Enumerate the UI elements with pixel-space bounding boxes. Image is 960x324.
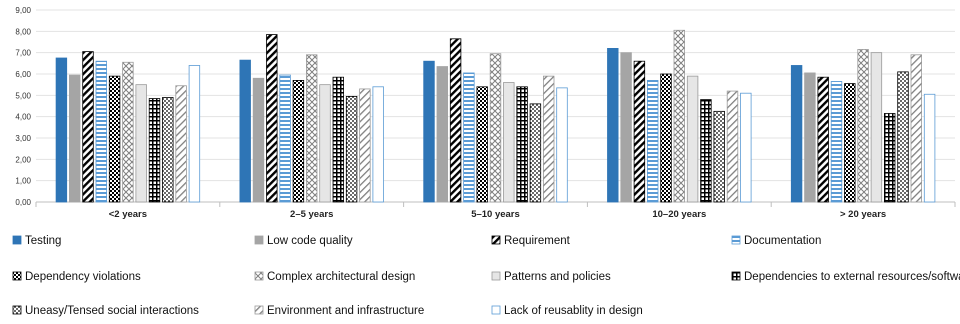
bar — [239, 59, 251, 203]
bar — [647, 80, 659, 203]
bar — [529, 103, 542, 203]
y-tick-label: 8,00 — [15, 27, 31, 36]
bar — [884, 113, 896, 203]
legend-label: Testing — [25, 235, 61, 247]
bar — [436, 66, 449, 203]
bar — [686, 75, 699, 203]
legend-swatch — [12, 271, 22, 281]
bar — [266, 34, 278, 203]
legend-swatch — [254, 271, 264, 281]
category-label: <2 years — [109, 209, 147, 220]
bars — [55, 29, 936, 203]
bar — [188, 65, 201, 203]
bar — [175, 85, 187, 203]
bar — [740, 92, 752, 203]
bar — [556, 87, 568, 203]
bar — [607, 48, 619, 203]
y-tick-label: 4,00 — [15, 113, 31, 122]
category-label: 5–10 years — [471, 209, 520, 220]
legend-swatch — [491, 271, 501, 281]
bar — [69, 74, 81, 203]
bar — [305, 54, 318, 203]
bar — [476, 86, 488, 203]
y-axis-ticks: 0,00 1,00 2,00 3,00 4,00 5,00 6,00 7,00 8,00 9,00 — [15, 6, 31, 207]
bar — [292, 80, 305, 203]
bar — [713, 110, 725, 203]
legend-label: Documentation — [744, 235, 821, 247]
bar — [726, 90, 739, 203]
bar — [489, 53, 502, 203]
category-label: > 20 years — [840, 209, 886, 220]
y-tick-label: 5,00 — [15, 91, 31, 100]
legend-swatch — [12, 235, 22, 245]
legend-swatch — [491, 305, 501, 315]
bar — [372, 86, 384, 203]
legend-label: Environment and infrastructure — [267, 305, 424, 317]
bar — [148, 98, 161, 203]
y-tick-label: 2,00 — [15, 155, 31, 164]
y-tick-label: 7,00 — [15, 49, 31, 58]
bar — [633, 60, 646, 203]
bar — [660, 73, 672, 203]
legend-label: Lack of reusablity in design — [504, 305, 643, 317]
bar — [319, 84, 331, 203]
bar — [870, 52, 883, 203]
category-label: 10–20 years — [652, 209, 706, 220]
y-tick-label: 6,00 — [15, 70, 31, 79]
bar — [463, 72, 475, 203]
y-tick-label: 3,00 — [15, 134, 31, 143]
legend-label: Requirement — [504, 235, 571, 247]
bar — [108, 75, 121, 203]
bar — [897, 71, 909, 203]
bar — [95, 60, 108, 203]
y-tick-label: 1,00 — [15, 177, 31, 186]
bar — [817, 76, 829, 203]
bar — [82, 51, 94, 203]
legend-swatch — [254, 305, 264, 315]
bar — [345, 96, 358, 203]
bar — [449, 38, 462, 203]
legend-swatch — [731, 235, 741, 245]
bar — [790, 65, 803, 203]
bar — [162, 97, 174, 203]
bar — [543, 75, 555, 203]
legend-label: Dependency violations — [25, 271, 141, 283]
bar — [279, 74, 291, 203]
legend-label: Low code quality — [267, 235, 353, 247]
bar — [252, 77, 265, 203]
bar — [503, 82, 515, 203]
legend: Testing Low code quality Requirement Docume… — [12, 235, 960, 317]
bar — [359, 88, 371, 203]
legend-label: Patterns and policies — [504, 271, 611, 283]
bar — [332, 76, 345, 203]
legend-label: Complex architectural design — [267, 271, 415, 283]
legend-swatch — [12, 305, 22, 315]
category-label: 2–5 years — [290, 209, 333, 220]
y-tick-label: 9,00 — [15, 6, 31, 15]
y-tick-label: 0,00 — [15, 198, 31, 207]
bar — [830, 81, 843, 203]
bar — [700, 99, 712, 203]
bar — [673, 29, 686, 203]
bar — [122, 61, 134, 203]
legend-swatch — [254, 235, 264, 245]
bar — [135, 84, 147, 203]
bar — [804, 72, 816, 203]
legend-label: Uneasy/Tensed social interactions — [25, 305, 199, 317]
legend-swatch — [491, 235, 501, 245]
bar — [844, 83, 856, 203]
legend-label: Dependencies to external resources/softw… — [744, 271, 960, 283]
bar — [620, 52, 632, 203]
bar — [55, 57, 68, 203]
bar — [857, 49, 869, 203]
bar — [923, 93, 936, 203]
bar — [910, 54, 923, 203]
bar — [423, 60, 435, 203]
legend-swatch — [731, 271, 741, 281]
x-axis-categories: <2 years 2–5 years 5–10 years 10–20 years > … — [109, 209, 886, 220]
bar — [516, 86, 528, 203]
